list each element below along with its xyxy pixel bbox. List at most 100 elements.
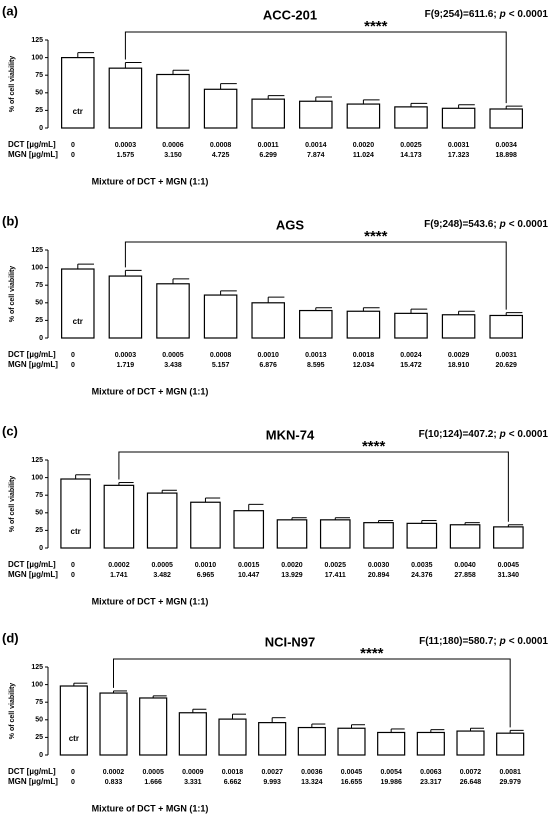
stats-text: F(9;254)=611.6;: [425, 9, 497, 20]
significance-bracket: [113, 658, 511, 728]
x-tick-label: 0.0035: [411, 562, 433, 569]
x-tick-label: 0.0045: [498, 562, 520, 569]
x-tick-label: 0.0015: [238, 562, 260, 569]
control-label: ctr: [73, 317, 83, 326]
stats-text: F(11;180)=580.7;: [419, 636, 497, 647]
chart-title: NCI-N97: [265, 634, 316, 649]
y-axis-label: % of cell viability: [9, 683, 16, 740]
significance-bracket: [124, 31, 507, 104]
stats-text: < 0.0001: [509, 429, 549, 440]
y-tick-label: 125: [31, 664, 43, 671]
y-tick-label: 25: [35, 317, 43, 324]
x-tick-label: 0.0027: [261, 769, 283, 776]
panel-label: (b): [2, 213, 19, 228]
x-tick-label: 0.0002: [103, 769, 125, 776]
bar: [406, 522, 438, 549]
x-tick-label: 0.0008: [210, 142, 232, 149]
stats-text: < 0.0001: [509, 9, 549, 20]
x-tick-label: 0.0009: [182, 769, 204, 776]
significance: ****: [360, 645, 384, 662]
stats-text: F(10;124)=407.2;: [419, 429, 497, 440]
x-tick-label: 4.725: [212, 152, 230, 159]
y-tick-label: 125: [31, 247, 43, 254]
x-tick-label: 11.024: [353, 152, 374, 159]
control-label: ctr: [69, 734, 79, 743]
x-tick-label: 0.0018: [222, 769, 244, 776]
significance: ****: [364, 18, 388, 35]
bar: [251, 302, 285, 339]
y-tick-label: 125: [31, 37, 43, 44]
control-label: ctr: [73, 107, 83, 116]
x-tick-label: 10.447: [238, 572, 260, 579]
x-tick-label: 26.648: [460, 779, 482, 786]
x-tick-label: 0: [71, 562, 75, 569]
y-axis-label: % of cell viability: [9, 56, 16, 113]
stats: F(11;180)=580.7; p < 0.0001: [419, 636, 548, 647]
x-tick-label: 0: [71, 152, 75, 159]
bar: [108, 67, 143, 129]
y-tick-label: 50: [35, 510, 43, 517]
y-tick-label: 100: [31, 681, 43, 688]
bar: [156, 73, 190, 129]
row-label: MGN [µg/mL]: [8, 777, 58, 786]
x-tick-label: 6.876: [259, 362, 277, 369]
x-tick-label: 0: [71, 142, 75, 149]
bar: [441, 107, 476, 129]
bar: [60, 478, 91, 549]
x-tick-label: 9.993: [263, 779, 281, 786]
x-tick-label: 1.575: [117, 152, 135, 159]
y-tick-label: 75: [35, 492, 43, 499]
y-tick-label: 100: [31, 474, 43, 481]
stats-p: p: [499, 636, 506, 647]
x-tick-label: 23.317: [420, 779, 442, 786]
x-tick-label: 5.157: [212, 362, 230, 369]
x-tick-label: 14.173: [400, 152, 422, 159]
y-tick-label: 0: [39, 335, 43, 342]
row-label: MGN [µg/mL]: [8, 570, 58, 579]
bar: [178, 712, 207, 756]
x-tick-label: 18.910: [448, 362, 470, 369]
x-tick-label: 0: [71, 352, 75, 359]
bar: [233, 510, 265, 549]
y-tick-label: 0: [39, 125, 43, 132]
x-tick-label: 3.331: [184, 779, 202, 786]
x-tick-label: 0.0002: [108, 562, 130, 569]
row-label: MGN [µg/mL]: [8, 360, 58, 369]
x-tick-label: 6.965: [197, 572, 215, 579]
x-tick-label: 0: [71, 769, 75, 776]
y-tick-label: 25: [35, 527, 43, 534]
x-tick-label: 0.0005: [162, 352, 184, 359]
y-tick-label: 75: [35, 72, 43, 79]
stats-text: F(9;248)=543.6;: [424, 219, 497, 230]
bar: [108, 275, 143, 339]
x-tick-label: 0: [71, 572, 75, 579]
stats-p: p: [499, 9, 506, 20]
bar: [61, 268, 95, 339]
bar: [319, 519, 351, 549]
stats-p: p: [499, 219, 506, 230]
bar: [346, 103, 381, 129]
panel-label: (a): [2, 3, 18, 18]
x-tick-label: 20.629: [495, 362, 517, 369]
chart-title: ACC-201: [263, 7, 317, 22]
significance: ****: [364, 228, 388, 245]
x-tick-label: 27.858: [454, 572, 476, 579]
x-tick-label: 12.034: [353, 362, 375, 369]
bar: [103, 484, 135, 549]
x-tick-label: 18.898: [495, 152, 517, 159]
bar: [299, 100, 333, 129]
x-tick-label: 0.0008: [210, 352, 232, 359]
x-tick-label: 3.438: [164, 362, 182, 369]
x-tick-label: 0.0003: [115, 352, 137, 359]
x-tick-label: 0.0010: [257, 352, 279, 359]
x-tick-label: 15.472: [400, 362, 422, 369]
y-tick-label: 100: [31, 54, 43, 61]
stats: F(9;248)=543.6; p < 0.0001: [424, 219, 548, 230]
bar: [276, 519, 308, 549]
x-tick-label: 0.0020: [281, 562, 303, 569]
bar: [489, 108, 523, 129]
y-axis-label: % of cell viability: [9, 266, 16, 323]
x-tick-label: 0.0011: [258, 142, 279, 149]
bar: [59, 685, 88, 756]
x-tick-label: 6.662: [224, 779, 242, 786]
